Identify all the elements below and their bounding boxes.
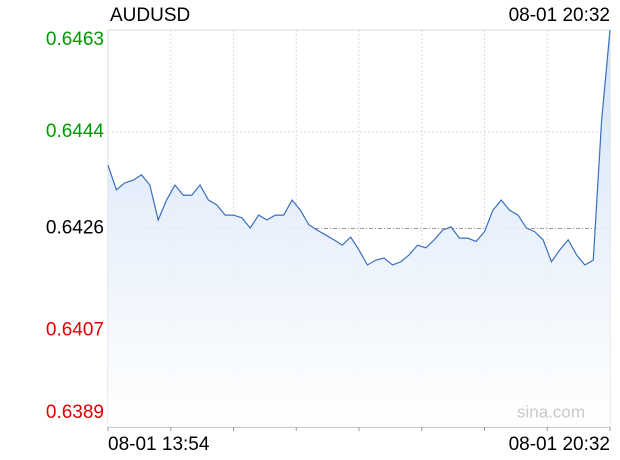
area — [108, 30, 610, 427]
x-tick-label: 08-01 13:54 — [108, 434, 210, 455]
price-line — [107, 29, 611, 266]
watermark: sina.com — [517, 402, 585, 421]
y-tick-label: 0.6389 — [46, 402, 104, 423]
chart-title: AUDUSD — [110, 5, 190, 26]
y-tick-label: 0.6407 — [46, 319, 104, 340]
y-tick-label: 0.6444 — [46, 121, 105, 142]
x-tick-label: 08-01 20:32 — [509, 434, 610, 455]
y-tick-label: 0.6463 — [46, 29, 104, 50]
y-tick-label: 0.6426 — [46, 218, 104, 239]
timestamp: 08-01 20:32 — [509, 5, 610, 26]
